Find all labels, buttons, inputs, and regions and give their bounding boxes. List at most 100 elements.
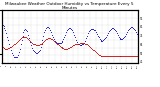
Point bbox=[135, 55, 138, 56]
Point bbox=[55, 42, 57, 43]
Point bbox=[40, 43, 43, 44]
Point bbox=[112, 28, 115, 29]
Point bbox=[83, 42, 86, 43]
Point bbox=[24, 28, 27, 29]
Point bbox=[25, 29, 28, 30]
Point bbox=[90, 28, 92, 29]
Point bbox=[36, 52, 38, 54]
Point bbox=[134, 55, 137, 56]
Point bbox=[58, 45, 61, 47]
Point bbox=[95, 52, 98, 54]
Point bbox=[101, 40, 104, 42]
Point bbox=[74, 37, 76, 38]
Point bbox=[105, 36, 108, 37]
Point bbox=[102, 39, 105, 41]
Point bbox=[48, 38, 50, 39]
Point bbox=[18, 48, 21, 49]
Point bbox=[29, 41, 31, 42]
Point bbox=[73, 34, 75, 35]
Point bbox=[106, 55, 108, 56]
Point bbox=[37, 51, 40, 52]
Point bbox=[98, 54, 101, 56]
Point bbox=[9, 46, 11, 48]
Point bbox=[53, 38, 55, 40]
Point bbox=[79, 42, 82, 43]
Point bbox=[90, 47, 92, 49]
Point bbox=[105, 55, 108, 56]
Point bbox=[107, 55, 109, 56]
Point bbox=[57, 45, 60, 46]
Point bbox=[114, 55, 117, 56]
Point bbox=[47, 38, 49, 39]
Point bbox=[44, 29, 47, 30]
Point bbox=[47, 26, 49, 28]
Point bbox=[124, 35, 127, 36]
Point bbox=[43, 40, 46, 42]
Point bbox=[125, 33, 128, 35]
Point bbox=[56, 42, 58, 43]
Point bbox=[39, 44, 42, 45]
Point bbox=[66, 48, 68, 49]
Point bbox=[130, 55, 132, 56]
Point bbox=[82, 43, 85, 44]
Point bbox=[3, 27, 6, 29]
Point bbox=[122, 38, 125, 39]
Point bbox=[44, 39, 47, 41]
Point bbox=[122, 55, 125, 56]
Point bbox=[84, 40, 87, 42]
Point bbox=[99, 55, 102, 56]
Point bbox=[37, 45, 40, 46]
Point bbox=[100, 40, 103, 42]
Point bbox=[89, 46, 91, 48]
Point bbox=[58, 42, 61, 43]
Point bbox=[26, 38, 28, 39]
Point bbox=[5, 48, 8, 49]
Point bbox=[93, 29, 95, 30]
Point bbox=[95, 33, 98, 35]
Point bbox=[96, 35, 99, 36]
Point bbox=[36, 45, 38, 46]
Point bbox=[22, 36, 25, 37]
Point bbox=[101, 55, 104, 56]
Point bbox=[8, 43, 11, 44]
Point bbox=[133, 30, 136, 31]
Point bbox=[28, 38, 30, 39]
Point bbox=[27, 34, 29, 35]
Point bbox=[132, 28, 135, 29]
Point bbox=[59, 42, 62, 43]
Point bbox=[50, 38, 52, 40]
Point bbox=[132, 55, 135, 56]
Point bbox=[86, 35, 88, 36]
Point bbox=[24, 36, 27, 37]
Point bbox=[64, 34, 67, 35]
Point bbox=[23, 36, 26, 37]
Point bbox=[132, 55, 134, 56]
Point bbox=[121, 55, 124, 56]
Point bbox=[74, 44, 76, 45]
Point bbox=[78, 42, 81, 43]
Point bbox=[16, 40, 19, 42]
Point bbox=[11, 45, 13, 47]
Point bbox=[80, 42, 83, 43]
Point bbox=[104, 55, 107, 56]
Point bbox=[68, 47, 70, 49]
Point bbox=[0, 46, 3, 48]
Point bbox=[71, 45, 73, 47]
Point bbox=[7, 39, 10, 41]
Point bbox=[1, 46, 4, 48]
Point bbox=[72, 45, 74, 46]
Point bbox=[55, 41, 57, 42]
Point bbox=[53, 40, 55, 42]
Point bbox=[119, 38, 122, 40]
Point bbox=[41, 42, 44, 43]
Point bbox=[34, 44, 36, 45]
Point bbox=[23, 29, 26, 30]
Point bbox=[85, 38, 88, 39]
Point bbox=[120, 55, 123, 56]
Point bbox=[66, 30, 68, 31]
Point bbox=[14, 43, 16, 44]
Point bbox=[97, 54, 100, 56]
Point bbox=[85, 43, 88, 44]
Point bbox=[56, 42, 59, 43]
Point bbox=[96, 53, 99, 55]
